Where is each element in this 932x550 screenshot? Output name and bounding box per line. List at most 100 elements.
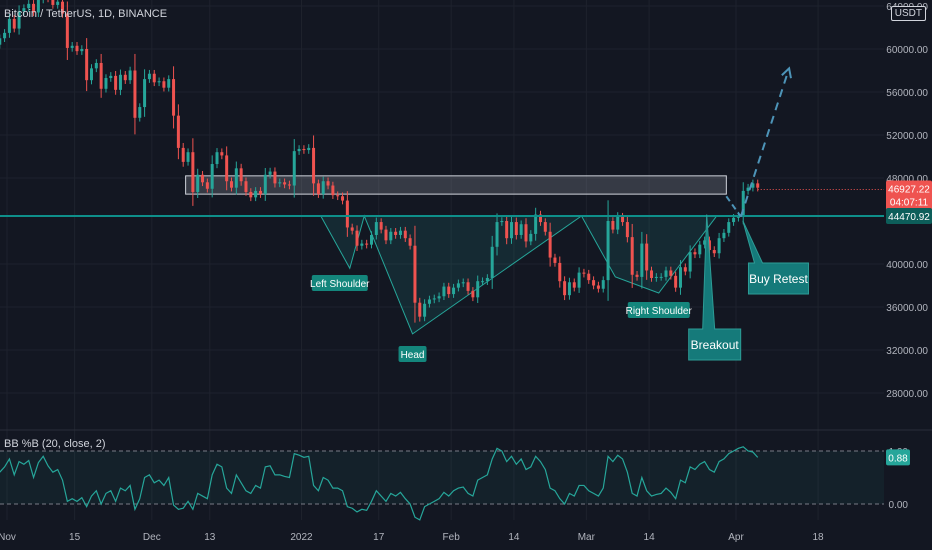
candle[interactable]	[167, 75, 171, 92]
candle[interactable]	[220, 148, 224, 160]
candle[interactable]	[596, 281, 600, 293]
candle[interactable]	[635, 270, 639, 281]
candle[interactable]	[437, 292, 441, 303]
candle[interactable]	[186, 148, 190, 166]
candle[interactable]	[548, 222, 552, 267]
candle[interactable]	[36, 0, 40, 17]
candle[interactable]	[524, 218, 528, 248]
candle[interactable]	[326, 177, 330, 190]
candle[interactable]	[109, 72, 113, 82]
candle[interactable]	[746, 183, 750, 195]
candle[interactable]	[234, 161, 238, 195]
candle[interactable]	[157, 77, 161, 87]
candle[interactable]	[94, 59, 98, 73]
candle[interactable]	[538, 210, 542, 226]
candle[interactable]	[529, 230, 533, 246]
candle[interactable]	[278, 178, 282, 188]
candle[interactable]	[403, 226, 407, 242]
last-price-tag[interactable]: 46927.22 04:07:11	[886, 180, 932, 211]
candle[interactable]	[229, 177, 233, 192]
candle[interactable]	[485, 274, 489, 285]
candle[interactable]	[80, 45, 84, 55]
candle[interactable]	[133, 53, 137, 135]
candle[interactable]	[751, 179, 755, 192]
candle[interactable]	[341, 192, 345, 205]
candle[interactable]	[423, 299, 427, 322]
candle[interactable]	[316, 179, 320, 198]
candle[interactable]	[176, 104, 180, 160]
candle[interactable]	[534, 207, 538, 241]
candle[interactable]	[312, 135, 316, 196]
candle[interactable]	[225, 146, 229, 191]
candle[interactable]	[292, 139, 296, 198]
candle[interactable]	[645, 234, 649, 280]
candle[interactable]	[640, 231, 644, 289]
candle[interactable]	[321, 176, 325, 199]
candle[interactable]	[543, 218, 547, 236]
candle[interactable]	[476, 275, 480, 303]
candle[interactable]	[370, 231, 373, 249]
candle[interactable]	[89, 64, 93, 85]
candle[interactable]	[360, 239, 364, 250]
candle[interactable]	[32, 0, 36, 17]
candle[interactable]	[427, 295, 431, 308]
candle[interactable]	[350, 223, 354, 235]
candle[interactable]	[601, 276, 605, 293]
candle[interactable]	[47, 0, 50, 3]
candle[interactable]	[249, 188, 253, 202]
candle[interactable]	[379, 218, 383, 234]
candle[interactable]	[553, 253, 557, 267]
candle[interactable]	[563, 276, 567, 301]
candle[interactable]	[172, 66, 176, 129]
candle[interactable]	[201, 171, 205, 187]
candle[interactable]	[481, 277, 485, 285]
candle[interactable]	[519, 220, 523, 239]
candle[interactable]	[514, 217, 518, 240]
candle[interactable]	[244, 177, 248, 196]
candle[interactable]	[587, 269, 591, 284]
candle[interactable]	[181, 143, 185, 167]
left-shoulder-label[interactable]: Left Shoulder	[310, 275, 370, 291]
candle[interactable]	[413, 225, 417, 323]
candle[interactable]	[258, 187, 262, 198]
indicator-value-tag[interactable]: 0.88	[886, 449, 910, 466]
candle[interactable]	[693, 248, 697, 259]
candle[interactable]	[118, 69, 122, 96]
candle[interactable]	[297, 145, 301, 155]
candle[interactable]	[12, 15, 16, 33]
candle[interactable]	[0, 34, 2, 49]
candle[interactable]	[143, 69, 147, 117]
candle[interactable]	[650, 266, 654, 282]
candle[interactable]	[287, 180, 291, 190]
candle[interactable]	[365, 239, 369, 249]
candle[interactable]	[138, 103, 142, 122]
candle[interactable]	[128, 66, 132, 84]
level-tag[interactable]: 44470.92	[886, 207, 932, 224]
candle[interactable]	[302, 145, 306, 154]
candle[interactable]	[452, 283, 456, 298]
candle[interactable]	[147, 69, 151, 83]
candle[interactable]	[567, 277, 571, 300]
candle[interactable]	[664, 266, 668, 281]
candle[interactable]	[27, 0, 31, 12]
candle[interactable]	[205, 178, 209, 193]
buy-retest-callout[interactable]: Buy Retest	[742, 220, 809, 295]
candle[interactable]	[384, 225, 388, 245]
candle[interactable]	[114, 70, 118, 95]
candle[interactable]	[65, 1, 69, 60]
candle[interactable]	[408, 234, 412, 250]
candle[interactable]	[456, 279, 460, 292]
candle[interactable]	[51, 0, 55, 9]
candle[interactable]	[722, 229, 726, 242]
candle[interactable]	[490, 235, 494, 289]
candle[interactable]	[592, 276, 596, 290]
candle[interactable]	[442, 282, 446, 301]
candle[interactable]	[398, 226, 402, 239]
candle[interactable]	[572, 278, 576, 292]
indicator-title[interactable]: BB %B (20, close, 2)	[4, 438, 106, 450]
candle[interactable]	[654, 273, 658, 282]
right-shoulder-label[interactable]: Right Shoulder	[626, 302, 693, 318]
candle[interactable]	[698, 240, 702, 259]
candle[interactable]	[210, 155, 214, 198]
